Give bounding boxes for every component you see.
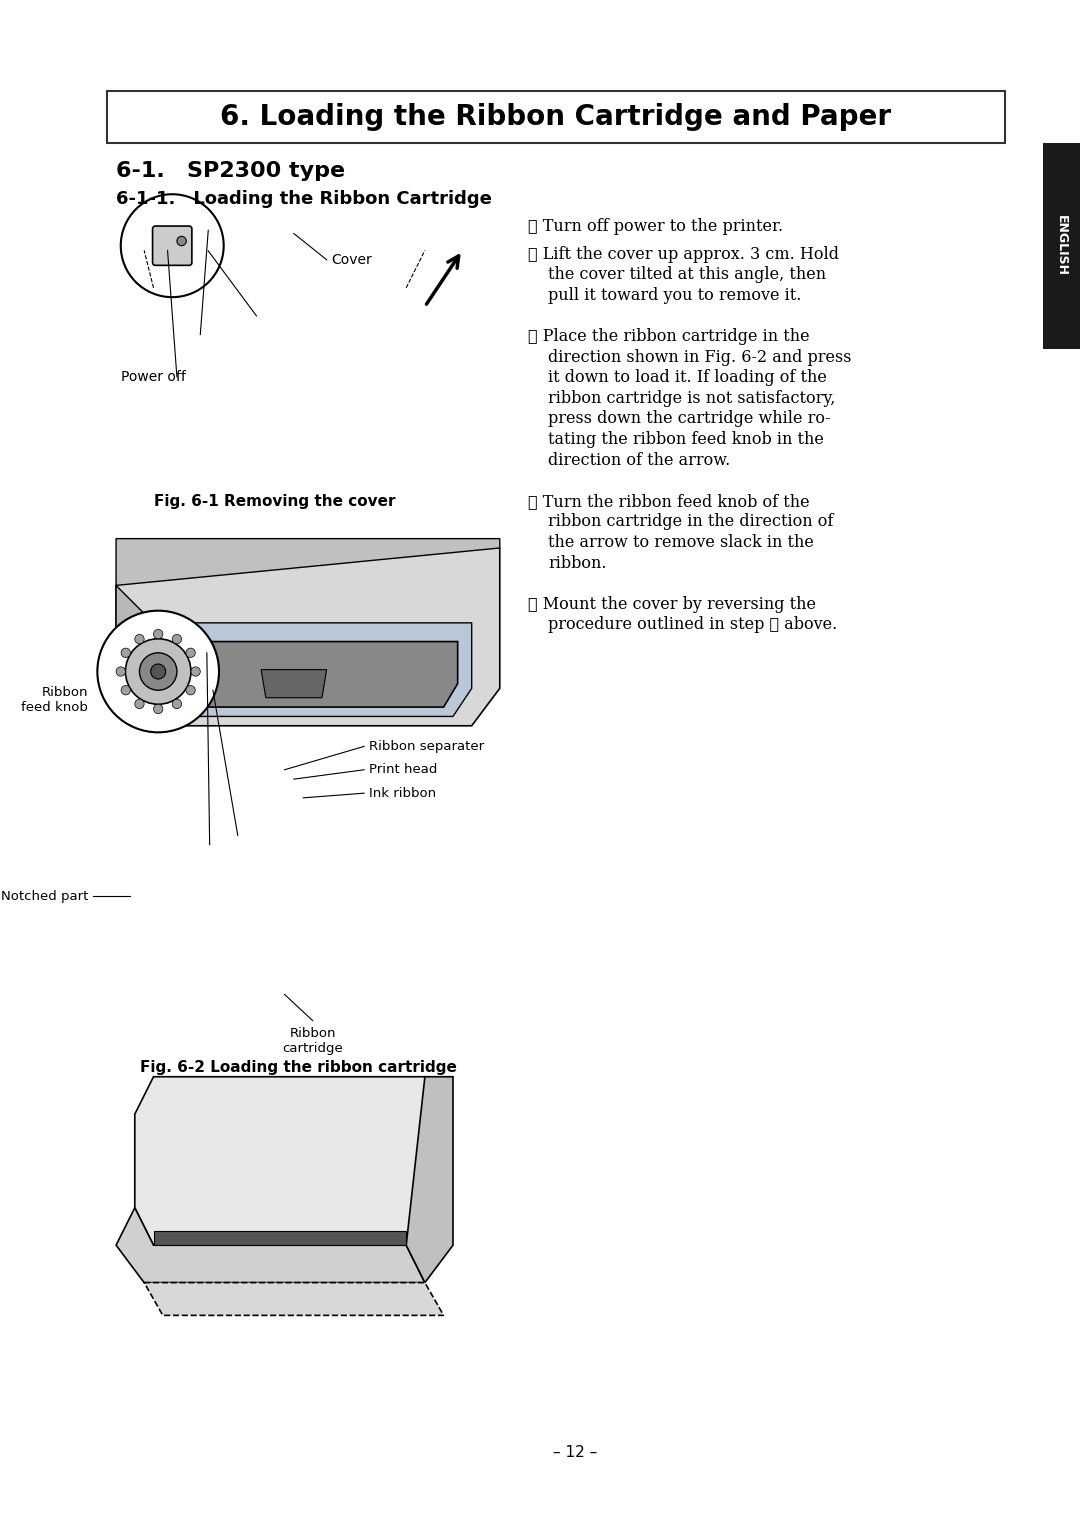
Circle shape	[172, 635, 181, 644]
Polygon shape	[261, 670, 326, 698]
Circle shape	[177, 236, 186, 245]
Text: 6-1-1. Loading the Ribbon Cartridge: 6-1-1. Loading the Ribbon Cartridge	[116, 190, 492, 207]
Circle shape	[135, 635, 144, 644]
Text: Ink ribbon: Ink ribbon	[368, 786, 436, 800]
Text: the cover tilted at this angle, then: the cover tilted at this angle, then	[549, 267, 826, 284]
Text: direction shown in Fig. 6-2 and press: direction shown in Fig. 6-2 and press	[549, 348, 852, 366]
Circle shape	[172, 699, 181, 708]
Text: 6-1. SP2300 type: 6-1. SP2300 type	[116, 161, 346, 181]
Polygon shape	[135, 1076, 424, 1245]
Text: – 12 –: – 12 –	[553, 1446, 597, 1461]
Circle shape	[191, 667, 200, 676]
Text: ribbon.: ribbon.	[549, 555, 607, 572]
Circle shape	[97, 610, 219, 733]
Text: ④ Turn the ribbon feed knob of the: ④ Turn the ribbon feed knob of the	[528, 492, 810, 510]
Polygon shape	[163, 642, 458, 707]
Polygon shape	[121, 613, 163, 652]
FancyBboxPatch shape	[107, 92, 1005, 143]
Circle shape	[121, 648, 131, 658]
Text: ribbon cartridge is not satisfactory,: ribbon cartridge is not satisfactory,	[549, 389, 836, 406]
Text: Ribbon
feed knob: Ribbon feed knob	[22, 685, 87, 713]
Polygon shape	[144, 1283, 444, 1315]
Text: ENGLISH: ENGLISH	[1055, 215, 1068, 276]
Text: ribbon cartridge in the direction of: ribbon cartridge in the direction of	[549, 514, 834, 530]
Text: ③ Place the ribbon cartridge in the: ③ Place the ribbon cartridge in the	[528, 328, 810, 345]
Text: pull it toward you to remove it.: pull it toward you to remove it.	[549, 287, 801, 304]
Text: Fig. 6-1 Removing the cover: Fig. 6-1 Removing the cover	[154, 494, 396, 509]
Text: Power off: Power off	[121, 369, 186, 383]
Text: Cover: Cover	[332, 253, 373, 267]
Text: press down the cartridge while ro-: press down the cartridge while ro-	[549, 411, 831, 428]
FancyBboxPatch shape	[152, 225, 192, 265]
Circle shape	[153, 630, 163, 639]
Polygon shape	[116, 547, 500, 725]
Circle shape	[121, 685, 131, 694]
Text: ⑤ Mount the cover by reversing the: ⑤ Mount the cover by reversing the	[528, 596, 815, 613]
Text: tating the ribbon feed knob in the: tating the ribbon feed knob in the	[549, 431, 824, 448]
Text: Notched part: Notched part	[1, 889, 87, 903]
Polygon shape	[116, 538, 500, 586]
Text: Ribbon separater: Ribbon separater	[368, 740, 484, 753]
Text: direction of the arrow.: direction of the arrow.	[549, 452, 731, 469]
Polygon shape	[116, 586, 153, 707]
Polygon shape	[116, 1208, 424, 1283]
Text: Print head: Print head	[368, 763, 437, 776]
Polygon shape	[406, 1076, 453, 1283]
Text: ① Turn off power to the printer.: ① Turn off power to the printer.	[528, 218, 783, 235]
Circle shape	[186, 648, 195, 658]
Text: the arrow to remove slack in the: the arrow to remove slack in the	[549, 533, 814, 550]
Circle shape	[139, 653, 177, 690]
Circle shape	[186, 685, 195, 694]
Circle shape	[121, 195, 224, 297]
Text: it down to load it. If loading of the: it down to load it. If loading of the	[549, 369, 827, 386]
Text: 6. Loading the Ribbon Cartridge and Paper: 6. Loading the Ribbon Cartridge and Pape…	[220, 103, 891, 130]
Text: Ribbon
cartridge: Ribbon cartridge	[282, 1027, 343, 1055]
Circle shape	[116, 667, 125, 676]
Polygon shape	[153, 1231, 406, 1245]
Text: ② Lift the cover up approx. 3 cm. Hold: ② Lift the cover up approx. 3 cm. Hold	[528, 245, 839, 262]
Polygon shape	[153, 622, 472, 716]
Text: procedure outlined in step ② above.: procedure outlined in step ② above.	[549, 616, 838, 633]
Circle shape	[125, 639, 191, 704]
Circle shape	[151, 664, 165, 679]
Text: Fig. 6-2 Loading the ribbon cartridge: Fig. 6-2 Loading the ribbon cartridge	[140, 1059, 457, 1075]
Circle shape	[135, 699, 144, 708]
FancyBboxPatch shape	[1042, 143, 1080, 348]
Circle shape	[153, 704, 163, 714]
